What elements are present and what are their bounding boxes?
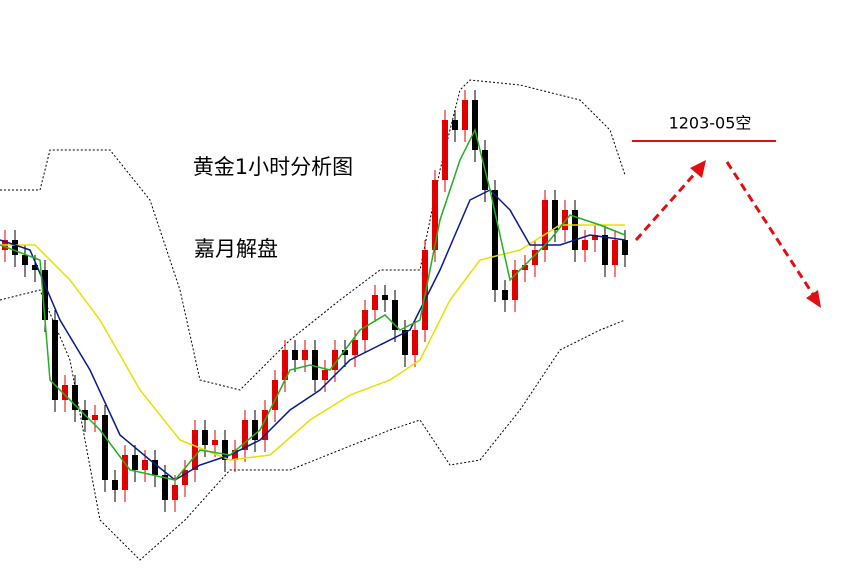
candle-body	[162, 475, 168, 500]
candle-body	[372, 295, 378, 310]
candle-body	[522, 265, 528, 270]
candle-body	[412, 330, 418, 355]
arrow-head	[806, 290, 821, 308]
candle-body	[62, 385, 68, 400]
arrow-down	[725, 161, 816, 297]
moving-averages	[0, 127, 626, 481]
candle-body	[132, 455, 138, 470]
ma-blue	[0, 189, 626, 481]
candle-body	[202, 430, 208, 445]
candle-body	[42, 270, 48, 320]
candle-body	[532, 250, 538, 265]
candle-body	[292, 350, 298, 360]
annotation: 1203-05空	[669, 114, 752, 133]
candle-body	[12, 240, 18, 255]
candle-body	[32, 265, 38, 270]
candle-body	[312, 350, 318, 380]
chart-subtitle: 嘉月解盘	[194, 237, 278, 261]
candle-body	[172, 485, 178, 500]
arrow-head	[690, 160, 706, 178]
upper-band	[0, 79, 626, 391]
candle-body	[342, 350, 348, 355]
candle-body	[152, 460, 158, 475]
candle-body	[492, 190, 498, 290]
candle-body	[622, 240, 628, 255]
candles	[2, 90, 628, 512]
candle-body	[142, 460, 148, 470]
candle-body	[592, 235, 598, 240]
candle-body	[392, 300, 398, 330]
ma-yellow	[0, 224, 625, 461]
candle-body	[72, 385, 78, 410]
candle-body	[472, 100, 478, 150]
candle-body	[422, 250, 428, 330]
candle-body	[562, 210, 568, 230]
candle-body	[572, 210, 578, 250]
candle-body	[322, 370, 328, 380]
candle-body	[582, 240, 588, 250]
candle-body	[92, 415, 98, 420]
candle-body	[242, 420, 248, 450]
candle-body	[602, 235, 608, 265]
candle-body	[232, 450, 238, 460]
candle-body	[22, 255, 28, 265]
candle-body	[272, 380, 278, 410]
candle-body	[212, 440, 218, 445]
candle-body	[432, 180, 438, 250]
candle-body	[182, 470, 188, 485]
chart-title: 黄金1小时分析图	[193, 155, 353, 179]
candle-body	[442, 120, 448, 180]
candle-body	[192, 430, 198, 470]
candle-body	[222, 440, 228, 460]
candle-body	[382, 295, 388, 300]
bands	[0, 79, 626, 561]
candle-body	[612, 240, 618, 265]
lower-band	[0, 289, 626, 561]
candle-body	[52, 320, 58, 400]
candle-body	[512, 270, 518, 300]
candle-body	[452, 120, 458, 130]
candle-body	[502, 290, 508, 300]
candle-body	[282, 350, 288, 380]
candle-body	[352, 340, 358, 355]
candle-body	[402, 330, 408, 355]
arrows	[634, 160, 821, 308]
candle-body	[112, 480, 118, 490]
candle-body	[552, 200, 558, 230]
candle-body	[302, 350, 308, 360]
arrow-up	[634, 169, 700, 241]
candle-body	[262, 410, 268, 440]
candle-body	[362, 310, 368, 340]
candle-body	[332, 350, 338, 370]
candle-body	[122, 455, 128, 490]
candle-body	[102, 415, 108, 480]
candle-body	[462, 100, 468, 130]
candle-body	[542, 200, 548, 250]
candle-body	[252, 420, 258, 440]
ma-green	[0, 127, 626, 481]
